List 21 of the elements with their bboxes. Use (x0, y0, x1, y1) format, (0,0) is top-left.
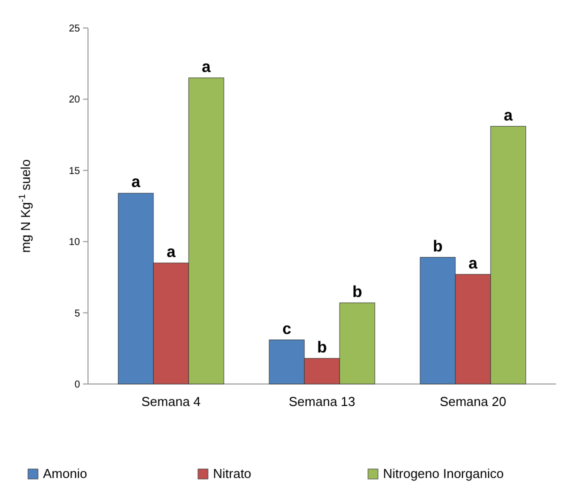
legend-label: Nitrogeno Inorganico (383, 466, 504, 481)
annotation: b (432, 238, 443, 256)
y-tick-label: 25 (68, 24, 80, 34)
y-tick-label: 20 (68, 94, 80, 106)
legend-label: Amonio (43, 466, 88, 481)
annotation: c (282, 320, 292, 338)
x-tick-label: Semana 13 (288, 394, 356, 409)
x-tick-label: Semana 20 (440, 394, 506, 409)
annotation: a (131, 174, 140, 192)
y-tick-label: 0 (74, 380, 80, 390)
y-tick-label: 5 (74, 308, 80, 320)
annotation: a (468, 255, 478, 272)
legend-label: Nitrato (213, 466, 252, 481)
x-tick-label: Semana 4 (141, 394, 201, 409)
y-tick-label: 15 (68, 166, 80, 177)
annotation: a (166, 244, 176, 261)
annotation: b (317, 339, 328, 356)
annotation: a (504, 107, 513, 124)
annotation: a (202, 58, 211, 76)
y-tick-label: 10 (68, 237, 80, 248)
annotation: b (352, 284, 362, 301)
